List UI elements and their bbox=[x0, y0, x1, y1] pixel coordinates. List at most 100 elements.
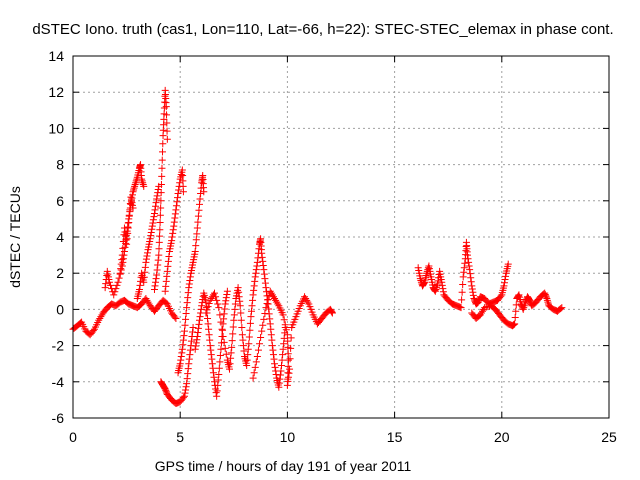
data-point bbox=[180, 392, 188, 400]
data-point bbox=[215, 371, 223, 379]
data-point bbox=[301, 293, 309, 301]
data-point bbox=[194, 212, 202, 220]
data-point bbox=[280, 316, 288, 324]
data-point bbox=[210, 373, 218, 381]
data-point bbox=[164, 257, 172, 265]
data-point bbox=[169, 229, 177, 237]
data-point bbox=[138, 175, 146, 183]
data-point bbox=[434, 277, 442, 285]
y-tick-label: 2 bbox=[56, 265, 64, 281]
data-point bbox=[150, 213, 158, 221]
data-point bbox=[195, 206, 203, 214]
y-tick-label: -4 bbox=[52, 374, 65, 390]
data-point bbox=[205, 300, 213, 308]
data-point bbox=[163, 267, 171, 275]
data-point bbox=[182, 315, 190, 323]
data-point bbox=[176, 360, 184, 368]
data-point bbox=[192, 342, 200, 350]
data-point bbox=[468, 285, 476, 293]
data-point bbox=[511, 320, 519, 328]
data-point bbox=[262, 304, 270, 312]
data-point bbox=[196, 195, 204, 203]
data-point bbox=[197, 190, 205, 198]
data-point bbox=[235, 288, 243, 296]
y-tick-label: 0 bbox=[56, 301, 64, 317]
data-point bbox=[172, 206, 180, 214]
data-point bbox=[327, 307, 335, 315]
data-point bbox=[125, 212, 133, 220]
data-point bbox=[223, 290, 231, 298]
y-tick-label: 10 bbox=[48, 120, 64, 136]
data-point bbox=[180, 327, 188, 335]
data-point bbox=[466, 270, 474, 278]
data-point bbox=[304, 298, 312, 306]
data-point bbox=[247, 313, 255, 321]
data-point bbox=[274, 300, 282, 308]
data-point bbox=[231, 300, 239, 308]
data-point bbox=[208, 355, 216, 363]
data-point bbox=[287, 334, 295, 342]
data-point bbox=[183, 299, 191, 307]
data-point bbox=[212, 293, 220, 301]
data-point bbox=[195, 316, 203, 324]
data-point bbox=[433, 280, 441, 288]
data-point bbox=[525, 295, 533, 303]
data-point bbox=[514, 292, 522, 300]
data-point bbox=[245, 333, 253, 341]
data-point bbox=[438, 278, 446, 286]
data-point bbox=[168, 237, 176, 245]
data-point bbox=[258, 249, 266, 257]
data-point bbox=[500, 282, 508, 290]
data-point bbox=[153, 271, 161, 279]
data-point bbox=[155, 245, 163, 253]
data-point bbox=[117, 266, 125, 274]
data-point bbox=[205, 325, 213, 333]
data-point bbox=[147, 232, 155, 240]
data-point bbox=[279, 311, 287, 319]
data-point bbox=[420, 280, 428, 288]
data-point bbox=[230, 316, 238, 324]
data-point bbox=[140, 278, 148, 286]
data-point bbox=[152, 278, 160, 286]
data-point bbox=[174, 190, 182, 198]
data-point bbox=[184, 289, 192, 297]
data-point bbox=[119, 244, 127, 252]
data-point bbox=[286, 365, 294, 373]
data-point bbox=[262, 284, 270, 292]
data-point bbox=[142, 255, 150, 263]
data-point bbox=[281, 321, 289, 329]
data-point bbox=[153, 195, 161, 203]
data-point bbox=[469, 291, 477, 299]
data-point bbox=[207, 295, 215, 303]
data-point bbox=[275, 379, 283, 387]
data-point bbox=[157, 189, 165, 197]
data-point bbox=[459, 281, 467, 289]
data-point bbox=[238, 324, 246, 331]
data-point bbox=[229, 323, 237, 331]
data-point bbox=[193, 333, 201, 341]
data-point bbox=[122, 236, 130, 244]
data-point bbox=[185, 360, 193, 368]
data-point bbox=[130, 184, 138, 192]
data-point bbox=[268, 342, 276, 350]
data-point bbox=[163, 135, 171, 143]
data-point bbox=[152, 275, 160, 283]
y-axis-label: dSTEC / TECUs bbox=[7, 186, 23, 288]
marks-layer bbox=[69, 86, 566, 408]
data-point bbox=[230, 311, 238, 319]
data-point bbox=[217, 318, 225, 326]
data-point bbox=[250, 286, 258, 294]
data-point bbox=[114, 278, 122, 286]
data-point bbox=[194, 218, 202, 226]
data-point bbox=[268, 336, 276, 344]
data-point bbox=[284, 337, 292, 345]
data-point bbox=[179, 188, 187, 196]
data-point bbox=[249, 374, 257, 382]
data-point bbox=[251, 277, 259, 285]
data-point bbox=[243, 356, 251, 364]
y-tick-label: -6 bbox=[52, 410, 65, 426]
data-point bbox=[195, 320, 203, 328]
data-point bbox=[155, 238, 163, 246]
data-point bbox=[158, 164, 166, 172]
